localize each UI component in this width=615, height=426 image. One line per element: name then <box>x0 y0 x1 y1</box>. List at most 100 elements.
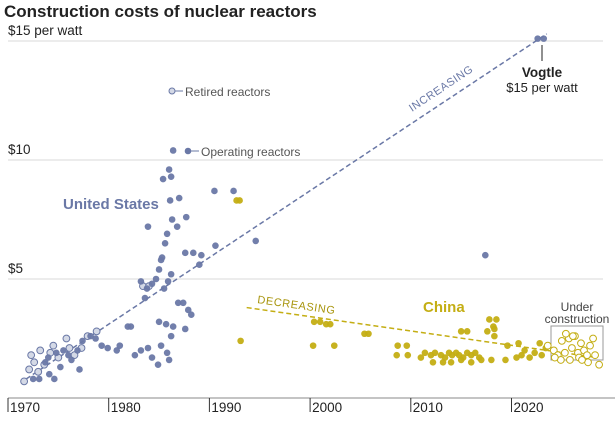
data-point-us-operating <box>181 325 189 333</box>
data-point-china-operating <box>393 351 401 359</box>
x-tick-label: 1980 <box>111 400 141 415</box>
data-point-us-operating <box>167 332 175 340</box>
data-point-us-operating <box>252 237 260 245</box>
data-point-us-operating <box>148 280 156 288</box>
data-point-us-operating <box>211 187 218 195</box>
data-point-china-operating <box>463 328 471 335</box>
data-point-us-operating <box>137 347 145 354</box>
data-point-us-operating <box>163 349 171 357</box>
data-point-china-under-construction <box>561 329 570 338</box>
data-point-china-under-construction <box>569 332 577 341</box>
data-point-china-operating <box>518 351 525 359</box>
data-point-us-operating <box>148 354 156 361</box>
y-tick-label: $15 per watt <box>8 23 83 38</box>
data-point-china-operating <box>431 349 439 357</box>
data-point-us-operating <box>173 223 181 230</box>
data-point-china-under-construction <box>560 348 569 357</box>
china-region-label: China <box>423 299 465 316</box>
data-point-us-operating <box>65 351 72 359</box>
data-point-us-operating <box>60 347 67 354</box>
data-point-us-operating <box>45 370 53 378</box>
data-point-china-operating <box>515 339 522 347</box>
data-point-china-under-construction <box>595 360 604 369</box>
data-point-us-retired <box>65 344 74 352</box>
data-point-china-operating <box>326 320 334 328</box>
data-point-china-operating <box>491 332 498 340</box>
data-point-us-operating <box>169 323 177 330</box>
data-point-china-operating <box>538 351 546 359</box>
data-point-china-operating <box>365 330 372 338</box>
data-point-us-operating <box>162 320 170 328</box>
data-point-us-operating <box>161 240 169 247</box>
data-point-us-retired <box>30 358 39 367</box>
x-axis: 1970 1980 1990 2000 2010 2020 <box>7 397 615 415</box>
legend: Retired reactors Operating reactors <box>168 85 300 159</box>
data-point-us-operating <box>175 194 183 202</box>
data-point-us-operating <box>165 356 173 364</box>
data-point-us-operating <box>141 294 149 302</box>
data-point-us-operating <box>174 299 182 307</box>
data-point-us-operating <box>167 173 175 180</box>
data-point-china-under-construction <box>566 356 574 364</box>
us-region-label: United States <box>63 196 159 213</box>
y-tick-label: $5 <box>8 261 23 276</box>
data-point-china-under-construction <box>586 341 594 350</box>
chart-title: Construction costs of nuclear reactors <box>4 2 317 21</box>
data-point-china-operating <box>309 342 317 349</box>
y-tick-label: $10 <box>8 142 31 157</box>
data-point-china-operating <box>237 337 244 345</box>
data-point-us-operating <box>189 249 197 257</box>
data-point-us-operating <box>179 299 187 307</box>
data-point-us-operating <box>230 187 237 195</box>
x-tick-label: 2000 <box>312 400 342 415</box>
data-point-china-operating <box>429 359 437 366</box>
data-point-china-operating <box>493 316 500 323</box>
legend-retired-label: Retired reactors <box>185 85 270 99</box>
gridlines <box>8 40 603 280</box>
data-point-us-operating <box>181 249 189 257</box>
data-point-us-retired <box>92 327 101 336</box>
legend-operating-label: Operating reactors <box>201 145 300 159</box>
data-point-us-operating <box>198 251 205 259</box>
data-point-us-operating <box>168 216 176 223</box>
data-point-china-under-construction <box>550 353 559 362</box>
data-point-us-operating <box>76 366 83 373</box>
data-point-us-operating <box>155 318 163 326</box>
data-point-us-operating <box>482 251 489 259</box>
data-point-us-operating <box>98 342 105 349</box>
data-point-china-operating <box>502 356 509 364</box>
data-point-us-operating <box>166 197 174 204</box>
data-point-china-under-construction <box>568 344 576 352</box>
data-point-us-operating <box>79 337 86 345</box>
data-point-china-operating <box>457 356 465 364</box>
data-point-china-under-construction <box>557 336 566 345</box>
data-point-us-retired <box>36 346 45 355</box>
data-point-us-operating <box>154 361 162 368</box>
data-point-us-operating <box>87 332 94 340</box>
data-point-china-under-construction <box>591 351 599 360</box>
x-tick-label: 1990 <box>211 400 241 415</box>
data-point-us-retired <box>49 341 58 350</box>
data-point-us-retired <box>20 377 29 386</box>
data-point-us-operating <box>92 335 99 342</box>
data-point-us-operating <box>131 351 139 359</box>
data-point-us-operating <box>187 311 195 319</box>
data-point-china-operating <box>504 342 511 349</box>
data-point-us-operating <box>144 223 152 230</box>
legend-retired-marker <box>168 87 176 95</box>
data-point-china-operating <box>526 354 533 361</box>
data-point-china-operating <box>491 325 498 333</box>
data-point-us-operating <box>167 270 175 278</box>
data-point-china-operating <box>536 339 543 347</box>
data-point-us-operating <box>155 266 163 273</box>
data-point-us-operating <box>165 166 173 173</box>
data-point-china-operating <box>236 197 243 204</box>
data-point-us-operating <box>196 261 203 269</box>
data-point-china-operating <box>471 349 479 357</box>
data-point-us-operating <box>137 278 145 285</box>
data-point-us-operating <box>163 230 171 238</box>
data-point-china-operating <box>513 354 520 361</box>
data-point-us-operating <box>29 375 37 383</box>
data-point-us-operating <box>127 323 135 330</box>
